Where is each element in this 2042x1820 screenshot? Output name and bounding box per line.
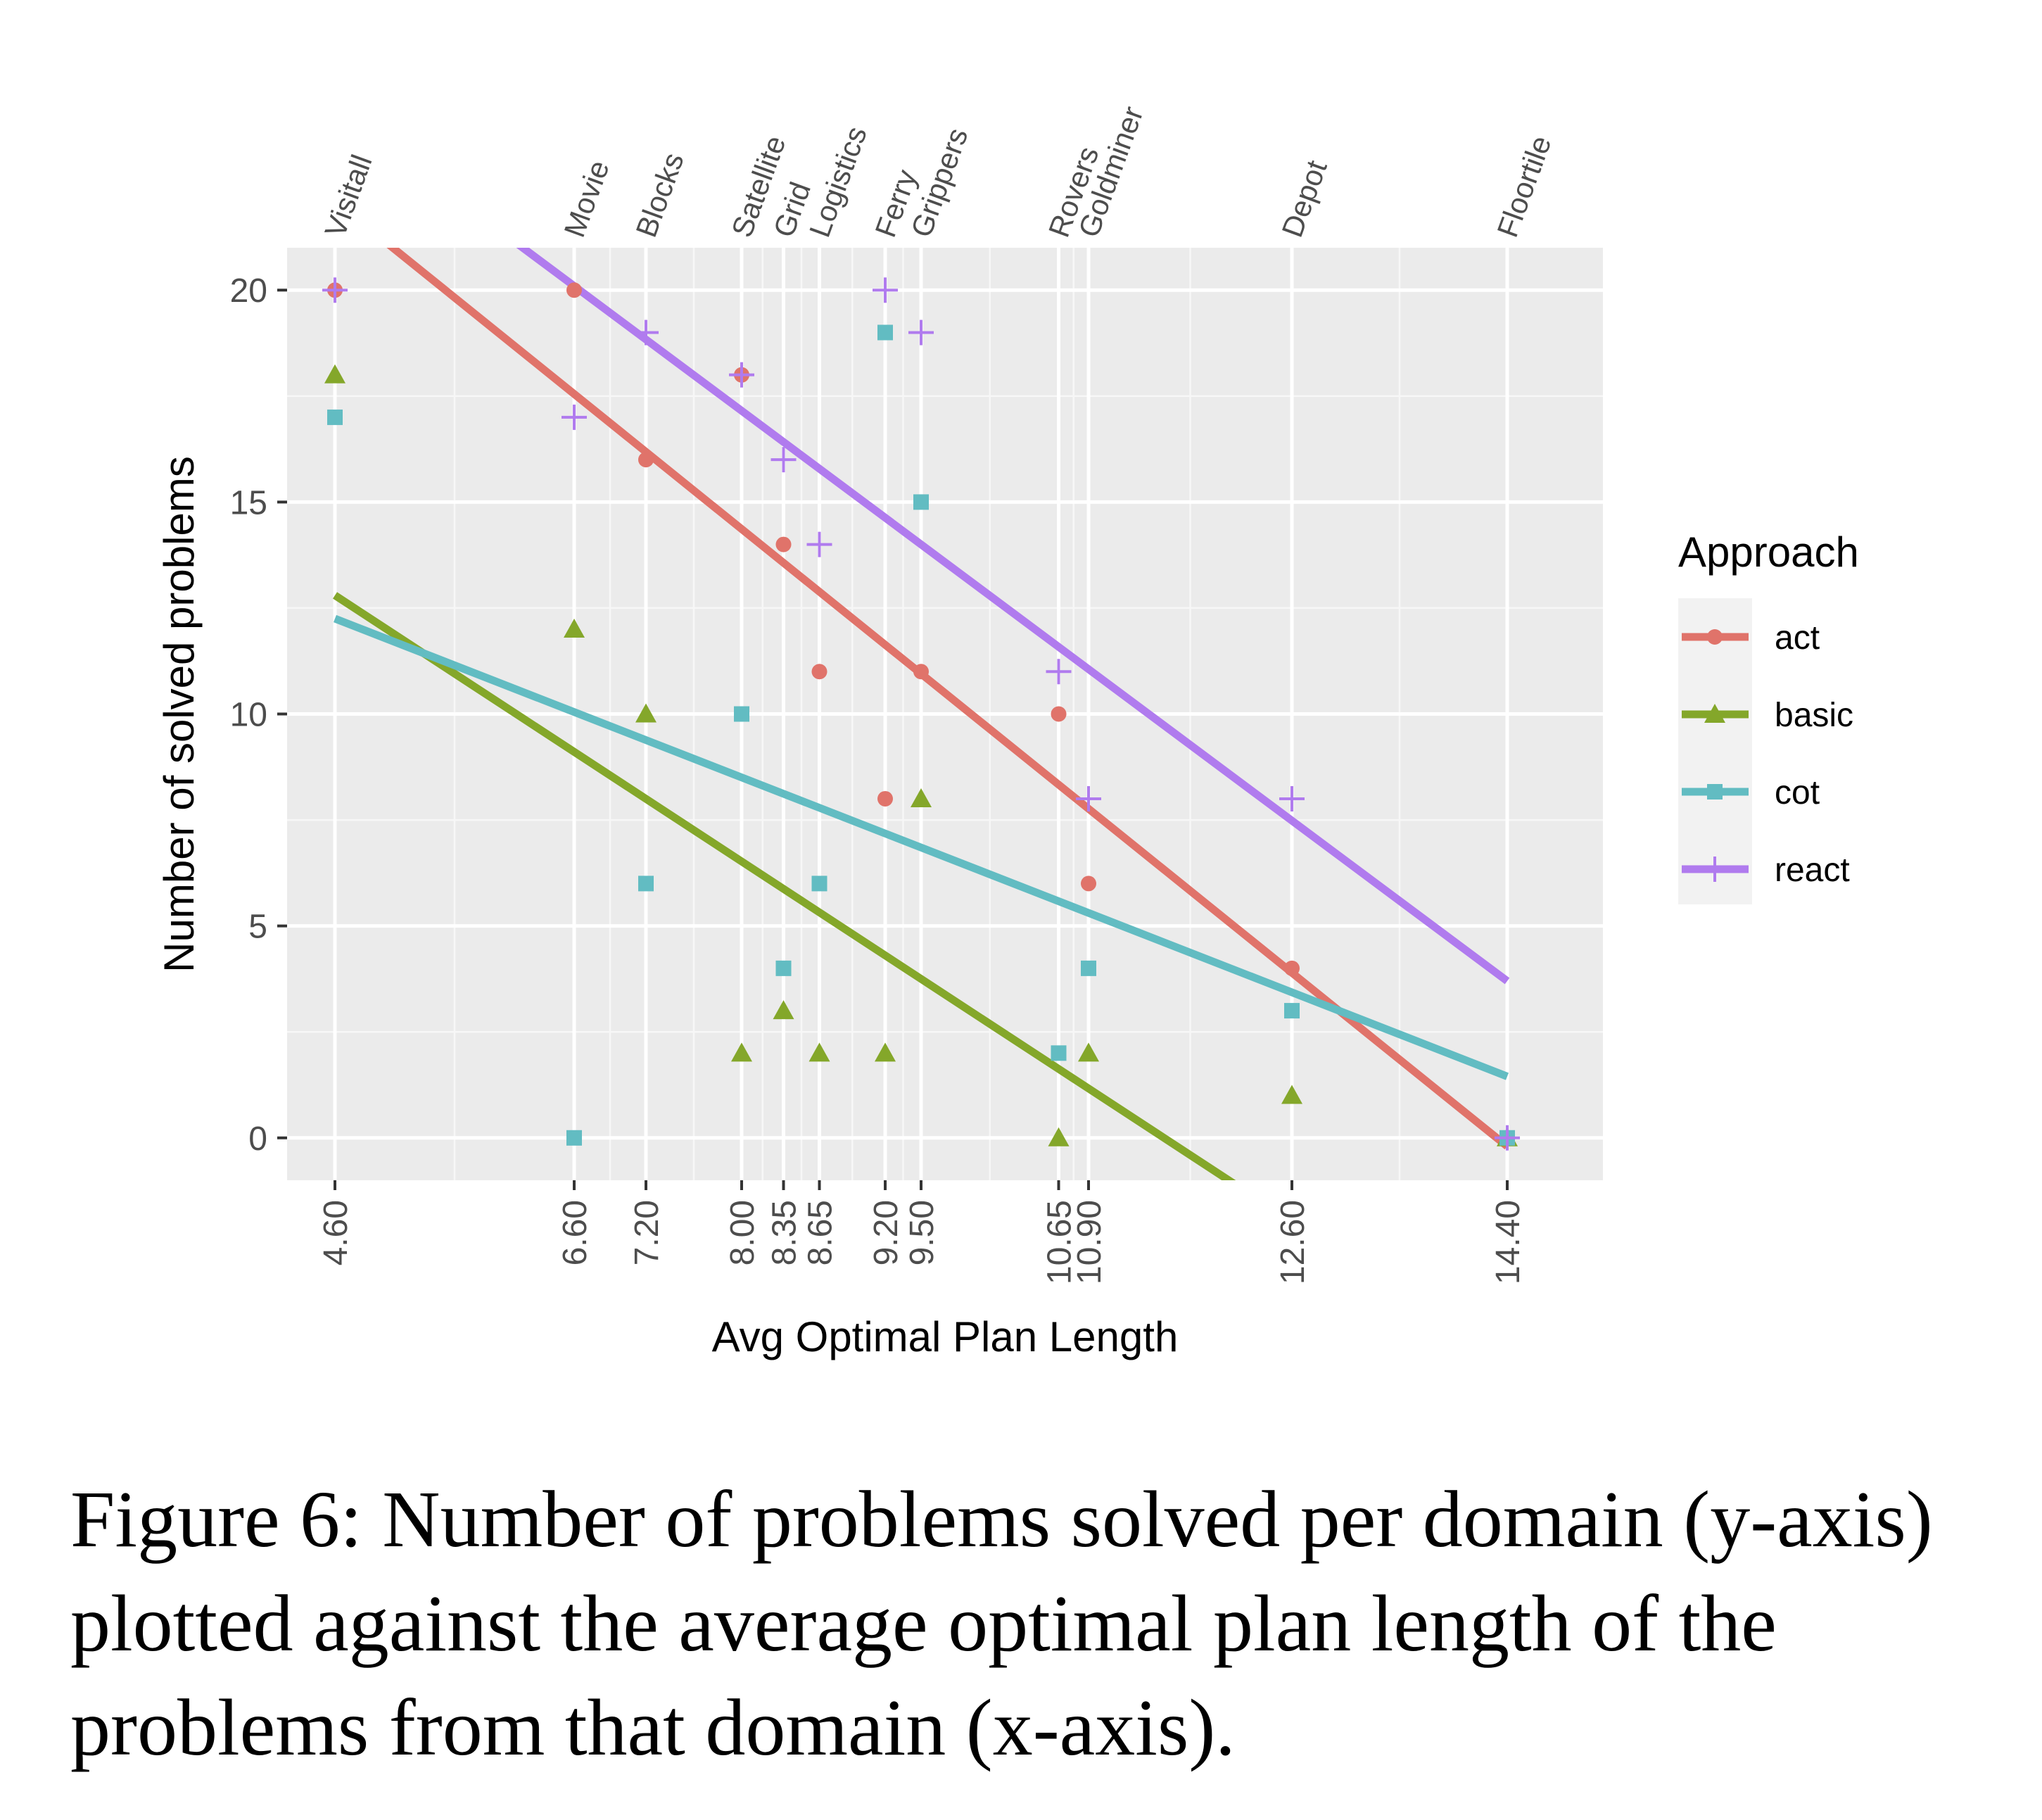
legend-label-act: act <box>1775 619 1820 657</box>
point-cot <box>327 409 343 425</box>
point-basic <box>324 364 345 384</box>
point-act <box>566 282 582 298</box>
domain-label: Visitall <box>318 151 378 241</box>
domain-labels: Visitall Movie Blocks SatelliteGridLogistic… <box>318 102 1557 241</box>
point-act <box>638 452 654 468</box>
point-act <box>1081 876 1096 892</box>
legend-label-cot: cot <box>1775 774 1820 811</box>
point-cot <box>638 876 654 892</box>
x-tick-label: 9.20 <box>868 1200 905 1265</box>
point-act <box>775 536 792 552</box>
domain-label: Depot <box>1275 156 1333 241</box>
point-basic <box>911 788 932 807</box>
point-react <box>908 320 934 346</box>
point-basic <box>1078 1042 1099 1062</box>
point-basic <box>1048 1127 1070 1146</box>
data-points <box>322 277 1520 1151</box>
point-cot <box>566 1130 582 1146</box>
x-tick-label: 14.40 <box>1490 1200 1527 1284</box>
x-tick-label: 8.00 <box>724 1200 761 1265</box>
point-act <box>913 664 929 680</box>
x-tick-label: 8.65 <box>802 1200 839 1265</box>
legend-symbol-react <box>1702 857 1727 882</box>
x-tick-label: 10.90 <box>1071 1200 1108 1284</box>
x-tick-label: 12.60 <box>1274 1200 1312 1284</box>
point-react <box>322 277 348 303</box>
y-axis-title: Number of solved problems <box>156 456 203 973</box>
point-react <box>1046 659 1072 685</box>
trend-line-react <box>516 248 1510 985</box>
trend-line-cot <box>333 614 1509 1080</box>
y-tick-label: 5 <box>248 909 267 946</box>
x-axis-title: Avg Optimal Plan Length <box>712 1313 1179 1360</box>
x-tick-label: 9.50 <box>903 1200 941 1265</box>
domain-label: Movie <box>557 156 615 241</box>
scatter-chart: 0 5 10 15 20 4.60 6.60 7.20 8.00 8.358.65 9.209.50… <box>156 102 1859 1360</box>
point-act <box>1051 706 1067 722</box>
y-tick-label: 0 <box>248 1120 267 1158</box>
legend-key-background <box>1678 598 1752 904</box>
point-cot <box>734 706 749 722</box>
legend-symbol-cot <box>1707 784 1723 800</box>
x-tick-label: 8.35 <box>766 1200 804 1265</box>
domain-label: Blocks <box>629 148 690 241</box>
point-cot <box>1284 1003 1300 1019</box>
y-tick-label: 15 <box>230 484 267 522</box>
point-basic <box>564 619 585 638</box>
legend-title: Approach <box>1678 529 1859 576</box>
point-react <box>562 404 587 430</box>
point-cot <box>811 876 827 892</box>
point-basic <box>731 1042 752 1062</box>
point-act <box>877 790 893 807</box>
point-basic <box>875 1042 896 1062</box>
point-cot <box>1051 1045 1067 1061</box>
point-react <box>729 362 754 388</box>
legend-label-react: react <box>1775 852 1850 889</box>
point-react <box>1279 785 1305 811</box>
point-react <box>1495 1125 1520 1151</box>
point-basic <box>635 703 657 723</box>
x-tick-label: 7.20 <box>628 1200 666 1265</box>
point-react <box>873 277 898 303</box>
point-cot <box>775 960 792 976</box>
axes: 0 5 10 15 20 4.60 6.60 7.20 8.00 8.358.65 9.209.50… <box>230 272 1527 1284</box>
point-react <box>770 447 797 473</box>
point-cot <box>877 324 893 341</box>
point-act <box>811 664 827 680</box>
domain-label: Floortile <box>1490 132 1557 241</box>
y-tick-label: 10 <box>230 697 267 734</box>
figure-caption: Figure 6: Number of problems solved per … <box>70 1474 1933 1772</box>
point-cot <box>913 494 929 510</box>
point-cot <box>1081 960 1096 976</box>
point-act <box>1284 960 1300 976</box>
point-basic <box>773 1000 794 1020</box>
y-tick-label: 20 <box>230 272 267 310</box>
point-basic <box>808 1042 830 1062</box>
legend-symbol-act <box>1707 629 1723 645</box>
domain-label: Logistics <box>803 122 873 241</box>
point-basic <box>1281 1085 1302 1104</box>
point-react <box>633 320 659 346</box>
legend: Approach act basic cot react <box>1678 529 1859 904</box>
x-tick-label: 6.60 <box>557 1200 594 1265</box>
x-tick-label: 4.60 <box>317 1200 355 1265</box>
point-react <box>1076 785 1101 811</box>
legend-label-basic: basic <box>1775 697 1853 734</box>
point-react <box>806 531 832 557</box>
legend-symbol-basic <box>1704 704 1725 723</box>
trend-line-basic <box>332 592 1236 1180</box>
x-tick-label: 10.65 <box>1041 1200 1079 1284</box>
